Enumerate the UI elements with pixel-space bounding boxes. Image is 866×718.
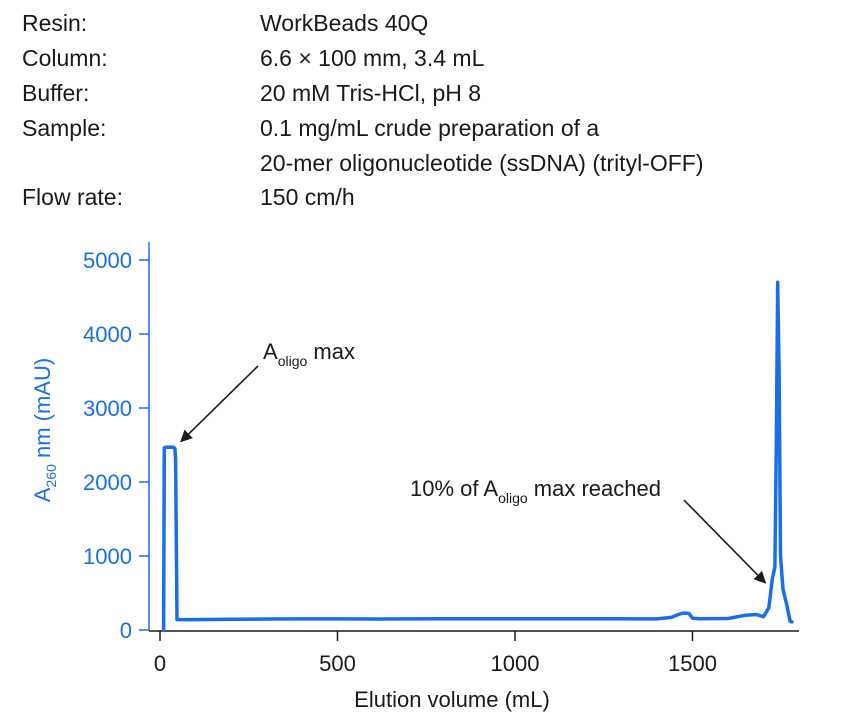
meta-value: 6.6 × 100 mm, 3.4 mL bbox=[260, 45, 485, 71]
meta-label: Column: bbox=[22, 45, 108, 71]
y-tick-label: 4000 bbox=[83, 322, 132, 347]
meta-value: WorkBeads 40Q bbox=[260, 10, 429, 36]
x-tick-label: 500 bbox=[319, 651, 356, 676]
meta-value: 0.1 mg/mL crude preparation of a bbox=[260, 115, 600, 141]
y-tick-label: 3000 bbox=[83, 396, 132, 421]
meta-value: 20-mer oligonucleotide (ssDNA) (trityl-O… bbox=[260, 150, 704, 176]
meta-row-buffer: Buffer: 20 mM Tris-HCl, pH 8 bbox=[22, 76, 842, 111]
y-axis-label: A260 nm (mAU) bbox=[30, 358, 59, 502]
annotation-arrow-oligo-max bbox=[180, 365, 259, 443]
meta-value: 150 cm/h bbox=[260, 184, 355, 210]
chart-axes: 0 1000 2000 3000 4000 5000 0 500 1000 1500 Elution… bbox=[30, 242, 799, 712]
chart-annotations: Aoligo max 10% of Aoligo max reached bbox=[180, 339, 767, 584]
annotation-label-oligo-max: Aoligo max bbox=[263, 339, 355, 369]
meta-row-resin: Resin: WorkBeads 40Q bbox=[22, 6, 842, 41]
meta-row-sample-continued: 20-mer oligonucleotide (ssDNA) (trityl-O… bbox=[22, 146, 842, 180]
annotation-arrow-ten-percent bbox=[683, 499, 767, 584]
x-axis-label: Elution volume (mL) bbox=[354, 687, 550, 712]
meta-row-column: Column: 6.6 × 100 mm, 3.4 mL bbox=[22, 41, 842, 76]
y-tick-label: 0 bbox=[120, 618, 132, 643]
y-tick-label: 2000 bbox=[83, 470, 132, 495]
meta-label: Resin: bbox=[22, 10, 88, 36]
run-conditions: Resin: WorkBeads 40Q Column: 6.6 × 100 m… bbox=[22, 6, 842, 215]
series-line-0 bbox=[161, 280, 794, 632]
x-tick-label: 0 bbox=[154, 651, 166, 676]
chart-series bbox=[161, 280, 794, 632]
x-tick-label: 1000 bbox=[491, 651, 540, 676]
y-tick-label: 1000 bbox=[83, 544, 132, 569]
meta-value: 20 mM Tris-HCl, pH 8 bbox=[260, 80, 482, 106]
meta-label: Flow rate: bbox=[22, 184, 123, 210]
meta-row-flow-rate: Flow rate: 150 cm/h bbox=[22, 180, 842, 215]
meta-label: Sample: bbox=[22, 115, 107, 141]
meta-label: Buffer: bbox=[22, 80, 90, 106]
meta-row-sample: Sample: 0.1 mg/mL crude preparation of a bbox=[22, 111, 842, 146]
y-tick-label: 5000 bbox=[83, 248, 132, 273]
annotation-label-ten-percent: 10% of Aoligo max reached bbox=[410, 476, 661, 506]
x-tick-label: 1500 bbox=[668, 651, 717, 676]
